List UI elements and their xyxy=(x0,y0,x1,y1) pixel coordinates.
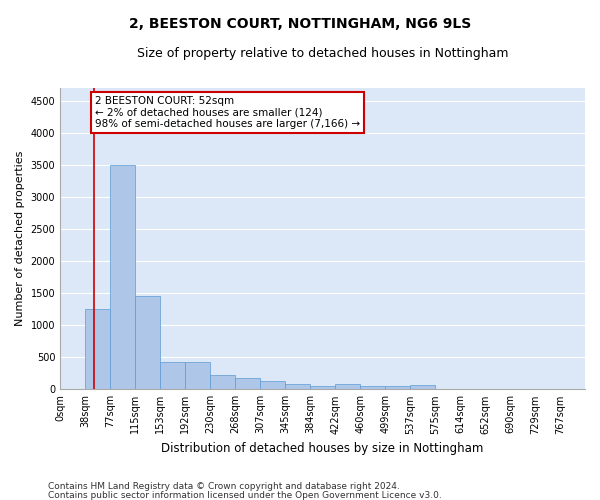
Text: Contains public sector information licensed under the Open Government Licence v3: Contains public sector information licen… xyxy=(48,490,442,500)
X-axis label: Distribution of detached houses by size in Nottingham: Distribution of detached houses by size … xyxy=(161,442,484,455)
Bar xyxy=(310,386,335,390)
Bar xyxy=(160,362,185,390)
Bar xyxy=(335,384,360,390)
Title: Size of property relative to detached houses in Nottingham: Size of property relative to detached ho… xyxy=(137,48,508,60)
Bar xyxy=(410,386,435,390)
Bar xyxy=(285,384,310,390)
Bar xyxy=(260,382,285,390)
Bar xyxy=(210,375,235,390)
Bar xyxy=(85,309,110,390)
Y-axis label: Number of detached properties: Number of detached properties xyxy=(15,151,25,326)
Bar xyxy=(135,296,160,390)
Text: 2 BEESTON COURT: 52sqm
← 2% of detached houses are smaller (124)
98% of semi-det: 2 BEESTON COURT: 52sqm ← 2% of detached … xyxy=(95,96,360,129)
Text: Contains HM Land Registry data © Crown copyright and database right 2024.: Contains HM Land Registry data © Crown c… xyxy=(48,482,400,491)
Bar xyxy=(360,386,385,390)
Bar xyxy=(235,378,260,390)
Bar xyxy=(185,362,210,390)
Bar xyxy=(110,165,135,390)
Text: 2, BEESTON COURT, NOTTINGHAM, NG6 9LS: 2, BEESTON COURT, NOTTINGHAM, NG6 9LS xyxy=(129,18,471,32)
Bar xyxy=(385,386,410,390)
